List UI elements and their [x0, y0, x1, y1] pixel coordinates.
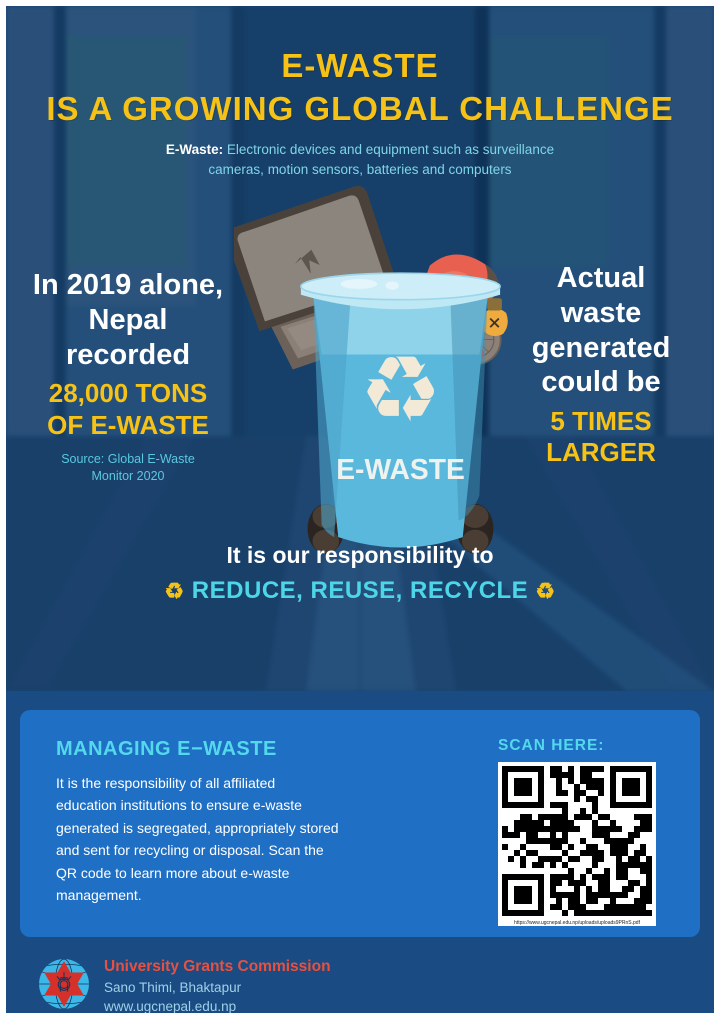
svg-text:E-WASTE: E-WASTE — [336, 453, 465, 485]
svg-text:♻: ♻ — [360, 339, 442, 441]
